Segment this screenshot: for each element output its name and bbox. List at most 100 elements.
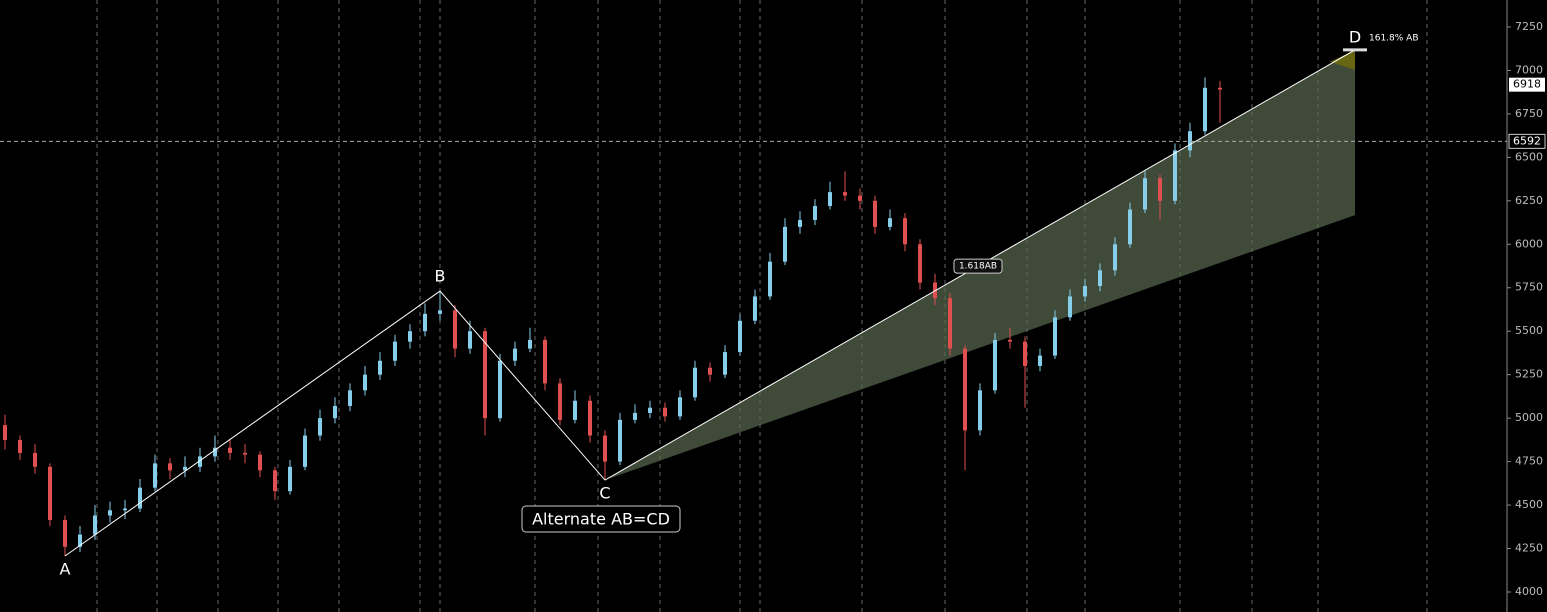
candle-body [873, 200, 877, 227]
y-tick-label: 6000 [1515, 237, 1543, 250]
candle-body [453, 310, 457, 349]
candle-body [168, 463, 172, 471]
candle-body [378, 360, 382, 375]
candle-body [93, 515, 97, 535]
candle-body [408, 331, 412, 342]
target-zone [1330, 49, 1355, 70]
candle-body [693, 367, 697, 398]
candle-body [603, 435, 607, 462]
candle-body [798, 219, 802, 227]
candle-body [1188, 131, 1192, 151]
candle-body [768, 261, 772, 297]
candle-body [1038, 355, 1042, 366]
y-tick-label: 5000 [1515, 411, 1543, 424]
candle-body [498, 360, 502, 419]
candle-body [438, 310, 442, 314]
candle-body [963, 348, 967, 431]
y-tick-label: 7000 [1515, 63, 1543, 76]
candle-body [663, 407, 667, 417]
vertical-grid [96, 0, 1428, 612]
y-tick-label: 4750 [1515, 455, 1543, 468]
target-label: 161.8% AB [1369, 33, 1419, 43]
candle-body [573, 400, 577, 420]
candle-body [648, 407, 652, 413]
candle-body [1203, 87, 1207, 132]
cursor-price-label: 6592 [1513, 134, 1541, 147]
candle-body [1023, 341, 1027, 366]
y-tick-label: 6250 [1515, 194, 1543, 207]
candle-body [423, 313, 427, 332]
candle-body [543, 339, 547, 384]
candle-body [18, 440, 22, 453]
candle-body [513, 348, 517, 361]
candle-body [33, 452, 37, 467]
pattern-point-label: D [1349, 27, 1361, 46]
pattern-point-label: A [60, 560, 71, 579]
projection-label: 1.618AB [959, 262, 997, 272]
candle-body [468, 331, 472, 349]
candle-body [1143, 178, 1147, 210]
candle-body [393, 341, 397, 361]
candle-body [1083, 286, 1087, 297]
candle-body [843, 192, 847, 196]
candle-body [303, 435, 307, 467]
cursor-price-box [1508, 133, 1546, 149]
candle-body [483, 331, 487, 419]
candle-body [228, 447, 232, 453]
y-tick-label: 6500 [1515, 150, 1543, 163]
candle-body [1098, 270, 1102, 287]
y-tick-label: 7250 [1515, 20, 1543, 33]
candle-body [993, 339, 997, 391]
candle-body [1173, 150, 1177, 201]
pattern-name: Alternate AB=CD [532, 510, 670, 529]
candle-body [258, 454, 262, 471]
pattern-point-label: C [599, 484, 610, 503]
candle-body [903, 218, 907, 245]
projection-label-box [953, 258, 1003, 274]
candle-body [213, 447, 217, 457]
y-tick-label: 5500 [1515, 324, 1543, 337]
candle-body [858, 195, 862, 201]
candle-body [1158, 178, 1162, 201]
candle-body [48, 466, 52, 521]
candle-body [813, 206, 817, 220]
candle-body [273, 470, 277, 492]
candle-body [948, 298, 952, 349]
candle-body [738, 320, 742, 353]
candle-body [828, 192, 832, 207]
candle-body [138, 487, 142, 509]
candle-body [333, 405, 337, 419]
candle-body [783, 226, 787, 262]
candle-body [1218, 87, 1222, 90]
candle-body [678, 397, 682, 417]
candle-body [528, 339, 532, 349]
candle-body [318, 418, 322, 436]
candle-body [183, 466, 187, 471]
candle-body [753, 296, 757, 321]
candle-body [3, 425, 7, 441]
last-price-label: 6918 [1513, 78, 1541, 91]
candle-body [78, 534, 82, 547]
candle-body [1128, 209, 1132, 245]
candle-body [1068, 296, 1072, 318]
candle-body [153, 463, 157, 488]
y-tick-label: 4000 [1515, 585, 1543, 598]
candle-body [198, 456, 202, 467]
candle-body [243, 452, 247, 455]
candle-body [708, 367, 712, 375]
y-tick-label: 5250 [1515, 368, 1543, 381]
y-tick-label: 6750 [1515, 107, 1543, 120]
candle-body [618, 419, 622, 462]
y-tick-label: 4500 [1515, 498, 1543, 511]
candle-body [288, 466, 292, 492]
candle-body [108, 510, 112, 516]
pattern-name-box [521, 505, 681, 533]
pattern-point-label: B [435, 267, 446, 286]
candle-body [588, 400, 592, 436]
candle-body [363, 374, 367, 391]
candle-body [633, 412, 637, 420]
last-price-box [1509, 77, 1545, 92]
candle-body [63, 520, 67, 547]
candle-body [558, 383, 562, 420]
